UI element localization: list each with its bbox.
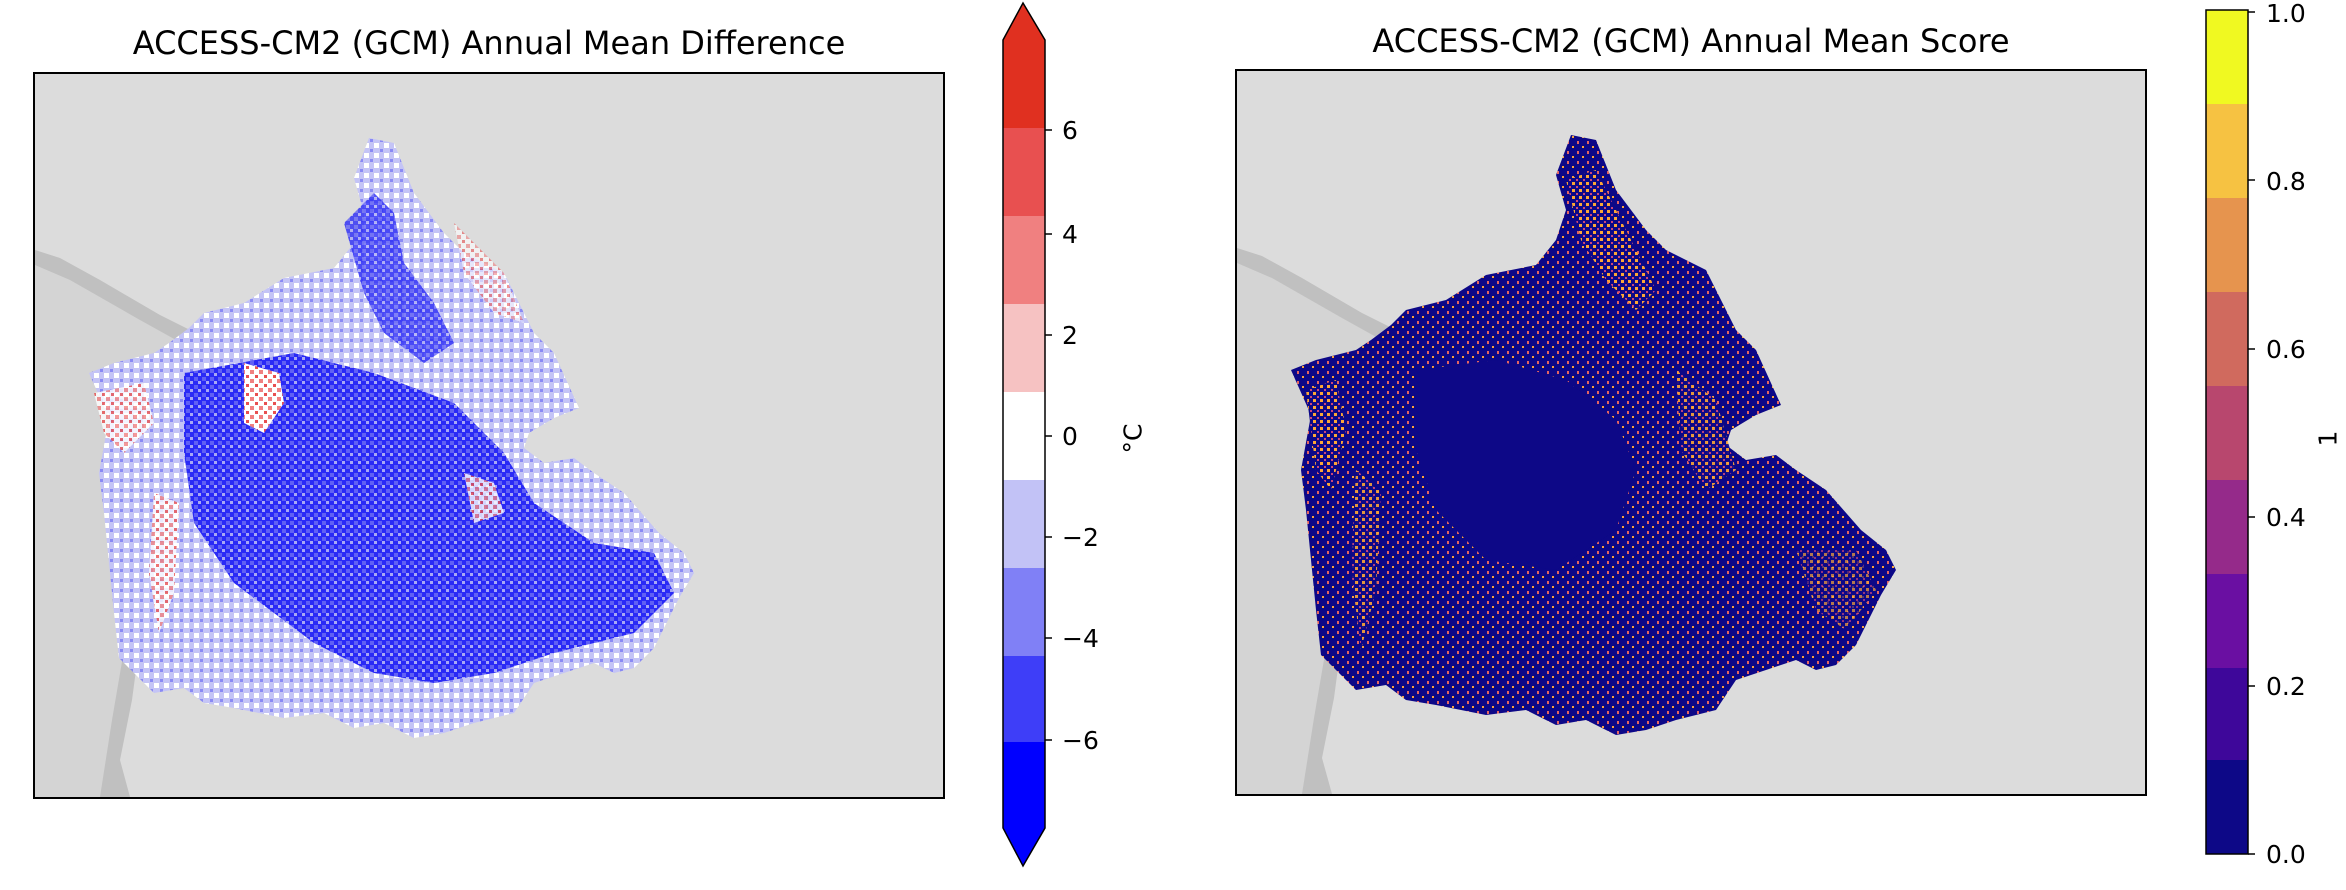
left-cb-tick-4: 4 bbox=[1062, 220, 1078, 249]
left-cb-tick-neg2: −2 bbox=[1062, 523, 1099, 552]
right-cb-tick-0.4: 0.4 bbox=[2266, 503, 2306, 532]
left-cb-tick-2: 2 bbox=[1062, 321, 1078, 350]
right-cb-tick-0.6: 0.6 bbox=[2266, 335, 2306, 364]
left-region-data bbox=[89, 138, 694, 738]
right-map-title: ACCESS-CM2 (GCM) Annual Mean Score bbox=[1372, 22, 2010, 60]
right-map-frame bbox=[1235, 69, 2147, 796]
left-cb-tick-0: 0 bbox=[1062, 422, 1078, 451]
right-cb-tick-0.0: 0.0 bbox=[2266, 840, 2306, 869]
right-region-data bbox=[1291, 135, 1896, 735]
left-cb-tick-6: 6 bbox=[1062, 116, 1078, 145]
right-cb-tick-0.8: 0.8 bbox=[2266, 167, 2306, 196]
left-colorbar-label: °C bbox=[1118, 423, 1148, 454]
left-map-frame bbox=[33, 72, 945, 799]
left-cb-tick-neg4: −4 bbox=[1062, 624, 1099, 653]
right-cb-tick-0.2: 0.2 bbox=[2266, 672, 2306, 701]
right-cb-tick-1.0: 1.0 bbox=[2266, 0, 2306, 28]
right-colorbar-label: 1 bbox=[2313, 430, 2343, 447]
right-colorbar bbox=[2205, 9, 2255, 855]
left-cb-tick-neg6: −6 bbox=[1062, 726, 1099, 755]
left-map-title: ACCESS-CM2 (GCM) Annual Mean Difference bbox=[132, 24, 846, 62]
left-colorbar bbox=[1002, 1, 1052, 868]
